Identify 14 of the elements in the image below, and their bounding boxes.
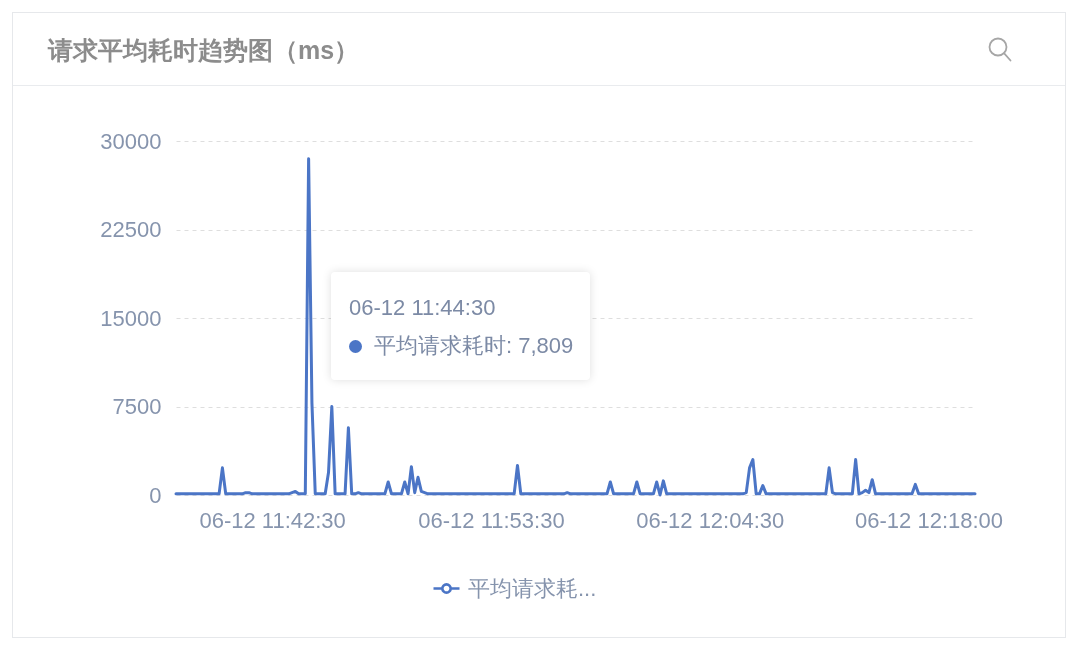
annotation: 平均请求耗时: 7,809 [374, 333, 574, 359]
y-tick-label: 15000 [100, 305, 162, 331]
x-tick-label: 06-12 12:18:00 [855, 507, 1004, 533]
legend-label: 平均请求耗... [468, 575, 597, 601]
x-tick-label: 06-12 11:53:30 [418, 507, 565, 533]
x-tick-label: 06-12 11:42:30 [199, 507, 346, 533]
y-tick-label: 0 [149, 482, 162, 508]
y-tick-label: 30000 [100, 128, 162, 154]
y-tick-label: 22500 [100, 217, 162, 242]
y-tick-label: 7500 [112, 394, 162, 419]
annotation: 06-12 11:44:30 [349, 295, 496, 321]
x-tick-label: 06-12 12:04:30 [636, 507, 785, 533]
chart-title: 请求平均耗时趋势图（ms） [48, 35, 360, 65]
line-series [174, 157, 977, 497]
